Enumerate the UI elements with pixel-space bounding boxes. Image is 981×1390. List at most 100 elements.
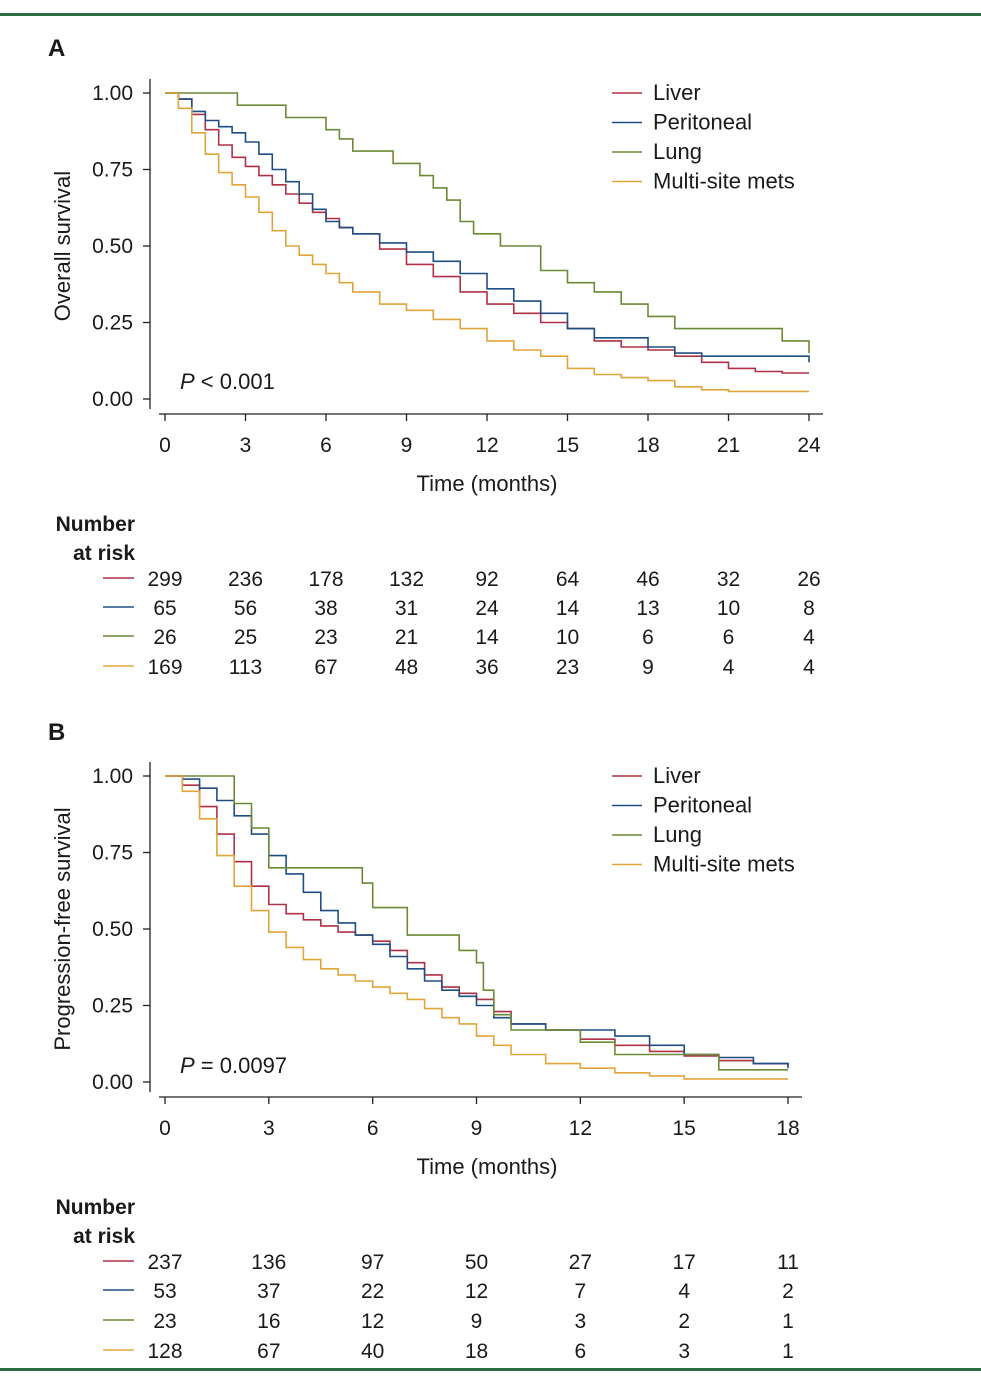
panel-b-curve-multi-site-mets	[165, 775, 788, 1080]
panel-b-risk-cell: 50	[465, 1251, 488, 1274]
panel-b-risk-cell: 12	[361, 1310, 384, 1333]
panel-b-risk-header-line1: Number	[56, 1196, 135, 1219]
panel-b-risk-cell: 27	[569, 1251, 592, 1274]
panel-b-legend-label-peritoneal: Peritoneal	[653, 793, 752, 818]
panel-b-x-tick-label: 3	[263, 1117, 275, 1140]
panel-b-risk-cell: 16	[257, 1310, 280, 1333]
panel-b-risk-cell: 136	[251, 1251, 286, 1274]
panel-a-risk-cell: 9	[642, 656, 654, 679]
top-rule	[0, 13, 981, 16]
panel-a-risk-cell: 48	[395, 656, 418, 679]
bottom-rule	[0, 1368, 981, 1371]
panel-b-risk-cell: 11	[777, 1251, 799, 1274]
panel-a-risk-cell: 8	[803, 597, 815, 620]
panel-b-y-tick-label: 0.50	[92, 918, 133, 941]
panel-b-risk-cell: 237	[147, 1251, 182, 1274]
panel-a: A 0.000.250.500.751.000 3 6 9 12 15 18 21 24 Tim…	[48, 35, 823, 679]
panel-a-p-value: P < 0.001	[180, 369, 275, 394]
panel-a-risk-cell: 4	[723, 656, 735, 679]
panel-b-p-symbol: P	[180, 1053, 195, 1078]
panel-a-curve-peritoneal	[165, 92, 810, 363]
panel-b-x-tick-label: 18	[776, 1117, 799, 1140]
panel-a-risk-cell: 24	[475, 597, 499, 620]
panel-a-risk-cell: 113	[229, 656, 262, 679]
panel-b-risk-cell: 23	[153, 1310, 176, 1333]
panel-b-label: B	[48, 719, 65, 746]
panel-a-risk-cell: 64	[556, 568, 580, 591]
panel-b-x-tick-label: 15	[672, 1117, 695, 1140]
panel-a-risk-cell: 169	[147, 656, 182, 679]
panel-b-x-tick-label: 12	[569, 1117, 592, 1140]
panel-a-legend-label-liver: Liver	[653, 80, 701, 105]
panel-b-risk-cell: 67	[257, 1340, 280, 1363]
panel-b-curve-lung	[165, 775, 788, 1071]
panel-a-risk-cell: 236	[228, 568, 263, 591]
panel-b-risk-cell: 18	[465, 1340, 488, 1363]
panel-a-curve-lung	[165, 92, 810, 354]
panel-b-risk-cell: 6	[574, 1340, 586, 1363]
panel-a-risk-cell: 65	[153, 597, 176, 620]
panel-a-risk-cell: 10	[556, 626, 579, 649]
panel-b-plot: 0.00 0.25 0.50 0.75 1.00 0 3 6 9 12 15 18	[92, 762, 802, 1140]
panel-a-risk-cell: 26	[797, 568, 820, 591]
panel-a-p-text: < 0.001	[195, 369, 275, 394]
panel-b-risk-cell: 2	[678, 1310, 690, 1333]
panel-b-risk-header-line2: at risk	[73, 1225, 135, 1248]
panel-a-risk-cell: 4	[803, 656, 815, 679]
panel-a-y-tick-label: 0.50	[92, 235, 133, 258]
panel-a-x-tick-label: 0	[159, 434, 171, 457]
panel-a-risk-cell: 299	[147, 568, 182, 591]
panel-b-y-tick-label: 1.00	[92, 765, 133, 788]
panel-b-risk-cell: 3	[678, 1340, 690, 1363]
panel-a-x-tick-label: 3	[240, 434, 252, 457]
panel-b-y-tick-label: 0.00	[92, 1071, 133, 1094]
panel-a-risk-header-line1: Number	[56, 513, 135, 536]
panel-a-risk-cell: 26	[153, 626, 176, 649]
panel-a-x-tick-label: 15	[556, 434, 579, 457]
panel-a-x-tick-label: 18	[636, 434, 659, 457]
panel-a-legend: Liver Peritoneal Lung Multi-site mets	[612, 80, 795, 194]
panel-b-risk-cell: 9	[471, 1310, 483, 1333]
panel-a-legend-label-lung: Lung	[653, 139, 702, 164]
panel-a-risk-cell: 32	[717, 568, 740, 591]
panel-a-risk-cell: 21	[395, 626, 418, 649]
panel-a-risk-cell: 13	[636, 597, 659, 620]
panel-b-legend: Liver Peritoneal Lung Multi-site mets	[612, 763, 795, 877]
panel-a-risk-cell: 56	[234, 597, 257, 620]
panel-a-y-tick-label: 1.00	[92, 82, 133, 105]
panel-b-risk-cell: 1	[782, 1340, 794, 1363]
panel-a-x-tick-label: 24	[797, 434, 821, 457]
panel-b-x-tick-label: 6	[367, 1117, 379, 1140]
panel-a-legend-label-multi-site-mets: Multi-site mets	[653, 169, 795, 194]
panel-a-p-symbol: P	[180, 369, 195, 394]
panel-b-risk-cell: 2	[782, 1280, 794, 1303]
panel-a-risk-cell: 46	[636, 568, 659, 591]
panel-a-risk-cell: 6	[642, 626, 654, 649]
panel-a-x-tick-label: 9	[401, 434, 413, 457]
panel-b-risk-cell: 4	[678, 1280, 690, 1303]
panel-a-curve-liver	[165, 92, 809, 374]
panel-b-risk-cell: 53	[153, 1280, 176, 1303]
panel-a-x-tick-label: 6	[320, 434, 332, 457]
panel-b-curve-liver	[165, 775, 789, 1067]
panel-b-x-tick-label: 0	[159, 1117, 171, 1140]
panel-a-y-tick-label: 0.75	[92, 159, 133, 182]
panel-a-risk-cell: 6	[723, 626, 735, 649]
panel-a-x-axis-label: Time (months)	[417, 471, 558, 496]
panel-a-x-tick-label: 12	[475, 434, 498, 457]
panel-b-risk-cell: 17	[672, 1251, 695, 1274]
panel-a-risk-cell: 25	[234, 626, 257, 649]
panel-b-risk-cell: 22	[361, 1280, 384, 1303]
panel-a-risk-cell: 67	[314, 656, 337, 679]
panel-a-y-tick-label: 0.00	[92, 388, 133, 411]
panel-b-risk-cell: 12	[465, 1280, 488, 1303]
panel-a-risk-cell: 10	[717, 597, 740, 620]
panel-b-risk-cell: 37	[257, 1280, 280, 1303]
panel-b-x-tick-label: 9	[471, 1117, 483, 1140]
panel-a-y-axis-label: Overall survival	[50, 171, 75, 321]
panel-a-risk-cell: 178	[308, 568, 343, 591]
panel-a-y-tick-label: 0.25	[92, 312, 133, 335]
